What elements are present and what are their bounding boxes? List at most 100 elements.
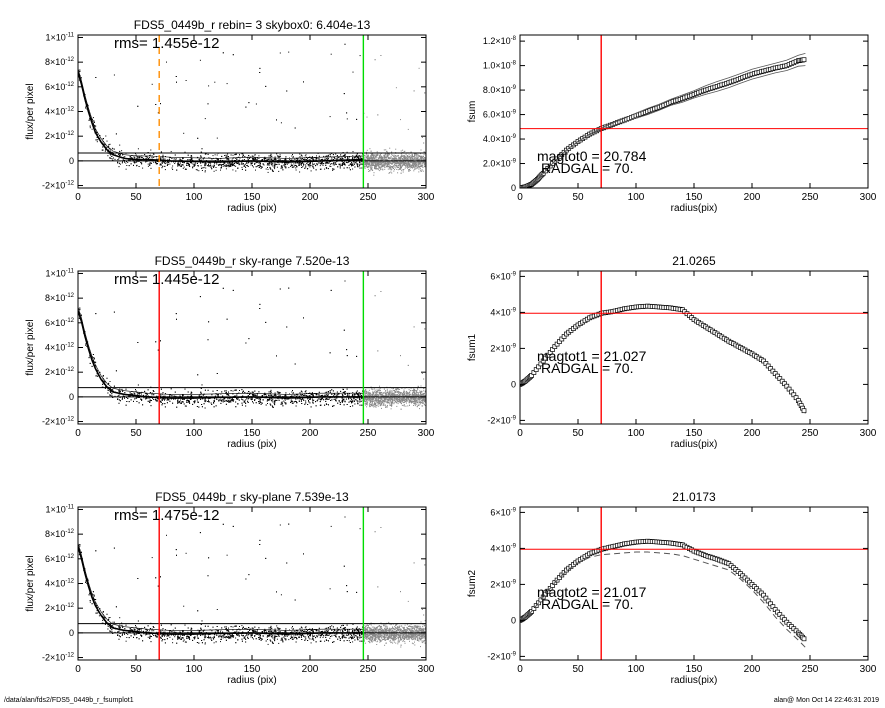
scatter-point [178, 164, 180, 166]
scatter-point [167, 161, 168, 163]
scatter-point [345, 161, 347, 163]
scatter-point-outer [417, 166, 419, 168]
scatter-point [259, 162, 261, 163]
scatter-point-outer [406, 166, 408, 168]
scatter-point-outer [395, 148, 397, 150]
scatter-point [346, 151, 348, 153]
scatter-point [414, 161, 416, 163]
scatter-point-outer [400, 168, 402, 170]
scatter-point [272, 170, 274, 172]
scatter-point-outer [407, 163, 409, 165]
scatter-point [205, 164, 207, 166]
scatter-point [193, 165, 195, 167]
scatter-point-outer [416, 166, 418, 168]
scatter-point [186, 162, 188, 164]
scatter-point [296, 166, 298, 168]
scatter-point [145, 156, 147, 157]
scatter-point [221, 164, 223, 165]
scatter-point [243, 159, 245, 160]
scatter-point-outer [393, 154, 395, 156]
scatter-point [324, 158, 326, 160]
scatter-point-outer [405, 158, 406, 159]
scatter-point [155, 161, 157, 163]
scatter-point-outer [415, 165, 417, 167]
scatter-point-outer [388, 163, 390, 165]
scatter-point-outer [409, 165, 411, 167]
scatter-point [124, 156, 126, 158]
scatter-point [241, 161, 243, 163]
scatter-point [176, 81, 177, 83]
scatter-point [138, 166, 140, 167]
y-tick-exponent: -11 [66, 32, 75, 38]
scatter-point-outer [373, 164, 374, 166]
scatter-point [191, 158, 193, 160]
scatter-point [149, 162, 151, 164]
scatter-point [253, 158, 255, 160]
scatter-point [333, 168, 335, 170]
scatter-point [358, 155, 360, 157]
scatter-point [344, 43, 346, 45]
scatter-point [133, 156, 135, 158]
scatter-point-outer [375, 154, 377, 156]
scatter-point [378, 161, 380, 163]
scatter-point-outer [400, 161, 402, 163]
scatter-point [256, 158, 258, 160]
scatter-point-outer [389, 165, 391, 167]
scatter-point [268, 159, 270, 160]
scatter-point [289, 159, 291, 160]
scatter-point [371, 164, 373, 166]
scatter-point [254, 163, 256, 165]
scatter-point [298, 163, 300, 165]
scatter-point-outer [387, 154, 389, 156]
scatter-point-outer [406, 161, 408, 163]
scatter-point [315, 169, 317, 171]
scatter-point-outer [423, 164, 425, 166]
scatter-point-outer [410, 158, 412, 160]
scatter-point [93, 120, 95, 122]
scatter-point [207, 165, 209, 167]
scatter-point [258, 158, 260, 159]
radgal-annotation: RADGAL = 70. [541, 160, 633, 176]
scatter-point [254, 157, 256, 159]
scatter-point-outer [371, 154, 373, 156]
scatter-point [229, 165, 231, 167]
scatter-point [348, 167, 350, 169]
scatter-point-outer [371, 162, 373, 164]
scatter-point-outer [386, 151, 388, 152]
scatter-point-outer [424, 162, 426, 163]
scatter-point-outer [387, 165, 389, 167]
scatter-point [258, 155, 260, 157]
scatter-point [371, 167, 373, 169]
scatter-point [216, 163, 218, 165]
scatter-point [389, 168, 391, 170]
scatter-point [183, 166, 185, 168]
scatter-point-outer [398, 158, 400, 160]
scatter-point [188, 163, 190, 165]
scatter-point-outer [381, 158, 383, 160]
scatter-point [230, 154, 232, 156]
scatter-point-outer [394, 159, 396, 161]
scatter-point [230, 165, 232, 167]
scatter-point [200, 162, 202, 164]
scatter-point [276, 153, 278, 155]
scatter-point-outer [409, 163, 411, 165]
scatter-point-outer [406, 155, 408, 157]
scatter-point [336, 155, 338, 157]
scatter-point-outer [424, 158, 425, 160]
scatter-point [214, 154, 216, 156]
scatter-point [119, 154, 121, 156]
scatter-point [145, 157, 147, 159]
scatter-point [382, 163, 384, 165]
scatter-point-outer [411, 167, 413, 168]
scatter-point [258, 162, 260, 164]
scatter-point-outer [396, 158, 398, 160]
x-tick-label: 200 [302, 192, 319, 203]
scatter-point-outer [412, 159, 414, 161]
scatter-point-outer [389, 162, 390, 164]
scatter-point-outer [369, 156, 371, 158]
scatter-point [290, 165, 292, 167]
scatter-point [227, 158, 229, 160]
scatter-point-outer [411, 164, 413, 166]
